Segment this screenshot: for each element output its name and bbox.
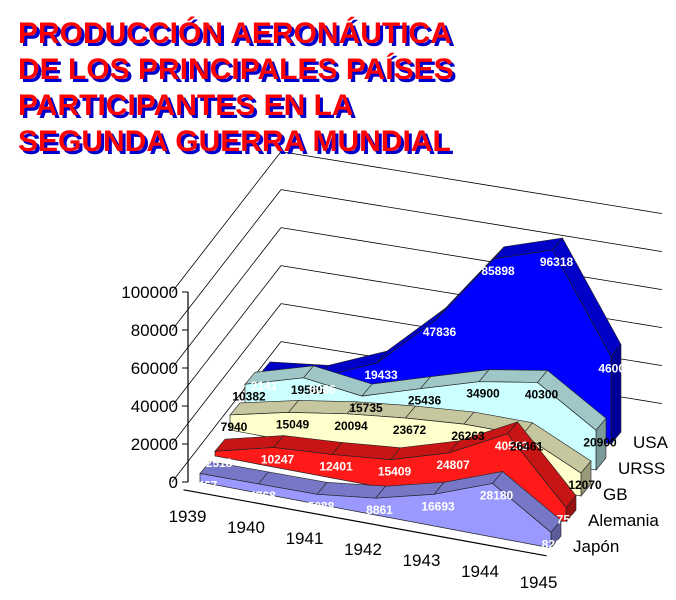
title-shadow: PRODUCCIÓN AERONÁUTICA <box>21 19 455 53</box>
data-label: 20900 <box>583 435 617 449</box>
x-axis: 1939 1940 1941 1942 1943 1944 1945 <box>169 489 558 592</box>
data-label: 7539 <box>557 513 584 527</box>
x-axis-line <box>183 489 547 557</box>
data-label: 15049 <box>276 417 310 431</box>
y-tick-label: 0 <box>169 473 178 492</box>
data-label: 28180 <box>480 488 514 502</box>
y-tick-label: 40000 <box>131 397 178 416</box>
title-shadow: PARTICIPANTES EN LA <box>21 92 357 125</box>
gridline-back-3 <box>280 227 663 290</box>
title-line: SEGUNDA GUERRA MUNDIAL <box>18 125 451 158</box>
data-label: 40300 <box>525 387 559 401</box>
data-label: 8263 <box>542 537 569 551</box>
x-tick-label: 1941 <box>286 529 324 548</box>
gridline-depth-0 <box>171 341 282 483</box>
data-label: 20094 <box>334 419 368 433</box>
data-label: 4467 <box>191 479 218 493</box>
data-label: 15735 <box>349 401 383 415</box>
data-label: 5088 <box>308 499 335 513</box>
series-ribbons <box>199 237 622 549</box>
data-label: 85898 <box>481 264 515 278</box>
title-line: PRODUCCIÓN AERONÁUTICA <box>18 16 452 50</box>
data-label: 16693 <box>421 499 455 513</box>
data-label: 2141 <box>251 379 278 393</box>
data-label: 2518 <box>206 456 233 470</box>
title-line: DE LOS PRINCIPALES PAÍSES <box>18 52 454 86</box>
ribbon-top-segment <box>478 369 549 383</box>
data-label: 15409 <box>378 465 412 479</box>
data-label: 4768 <box>249 489 276 503</box>
data-label: 46001 <box>598 362 632 376</box>
series-label: URSS <box>618 459 665 478</box>
data-label: 12070 <box>568 478 602 492</box>
data-label: 10382 <box>232 389 266 403</box>
data-label: 7940 <box>221 420 248 434</box>
x-tick-label: 1940 <box>227 518 265 537</box>
data-label: 25436 <box>408 394 442 408</box>
y-tick-label: 60000 <box>131 359 178 378</box>
data-label: 19433 <box>364 368 398 382</box>
data-label: 47836 <box>423 325 457 339</box>
data-label: 34900 <box>466 387 500 401</box>
y-tick-label: 80000 <box>131 321 178 340</box>
gridline-depth-5 <box>171 151 282 293</box>
data-label: 96318 <box>540 255 574 269</box>
gridline-back-4 <box>280 189 663 252</box>
series-labels: Japón Alemania GB URSS USA <box>573 433 669 556</box>
ribbon-top-segment <box>287 400 358 415</box>
data-labels: 4467 4768 5088 8861 16693 28180 8263 2518 10247 1… <box>191 255 632 551</box>
x-tick-label: 1943 <box>403 551 441 570</box>
series-label: Japón <box>573 537 619 556</box>
data-label: 26461 <box>510 440 544 454</box>
x-tick-label: 1942 <box>344 540 382 559</box>
x-tick-label: 1939 <box>169 507 207 526</box>
title-shadow: DE LOS PRINCIPALES PAÍSES <box>21 55 457 89</box>
data-label: 12401 <box>319 459 353 473</box>
gridline-back-5 <box>280 151 663 214</box>
x-tick-label: 1945 <box>520 573 558 592</box>
data-label: 8861 <box>366 503 393 517</box>
series-label: Alemania <box>588 511 659 530</box>
gridline-depth-2 <box>171 265 282 407</box>
data-label: 40593 <box>495 439 529 453</box>
series-label: USA <box>633 433 669 452</box>
data-label: 6086 <box>309 382 336 396</box>
y-tick-label: 20000 <box>131 435 178 454</box>
series-Japón <box>199 461 562 549</box>
data-label: 10247 <box>261 453 295 467</box>
gridline-depth-3 <box>171 227 282 369</box>
title-shadow: SEGUNDA GUERRA MUNDIAL <box>21 128 454 161</box>
ribbon-end-cap <box>610 343 622 445</box>
data-label: 19565 <box>291 383 325 397</box>
title-line: PARTICIPANTES EN LA <box>18 89 354 122</box>
x-tick-label: 1944 <box>461 562 499 581</box>
data-label: 23672 <box>393 423 427 437</box>
gridline-depth-1 <box>171 303 282 445</box>
data-label: 26263 <box>451 429 485 443</box>
y-axis: 0 20000 40000 60000 80000 100000 <box>121 283 189 492</box>
ribbon-front-face <box>199 473 552 549</box>
data-label: 24807 <box>436 458 470 472</box>
series-label: GB <box>603 485 628 504</box>
y-tick-label: 100000 <box>121 283 178 302</box>
gridline-depth-4 <box>171 189 282 331</box>
